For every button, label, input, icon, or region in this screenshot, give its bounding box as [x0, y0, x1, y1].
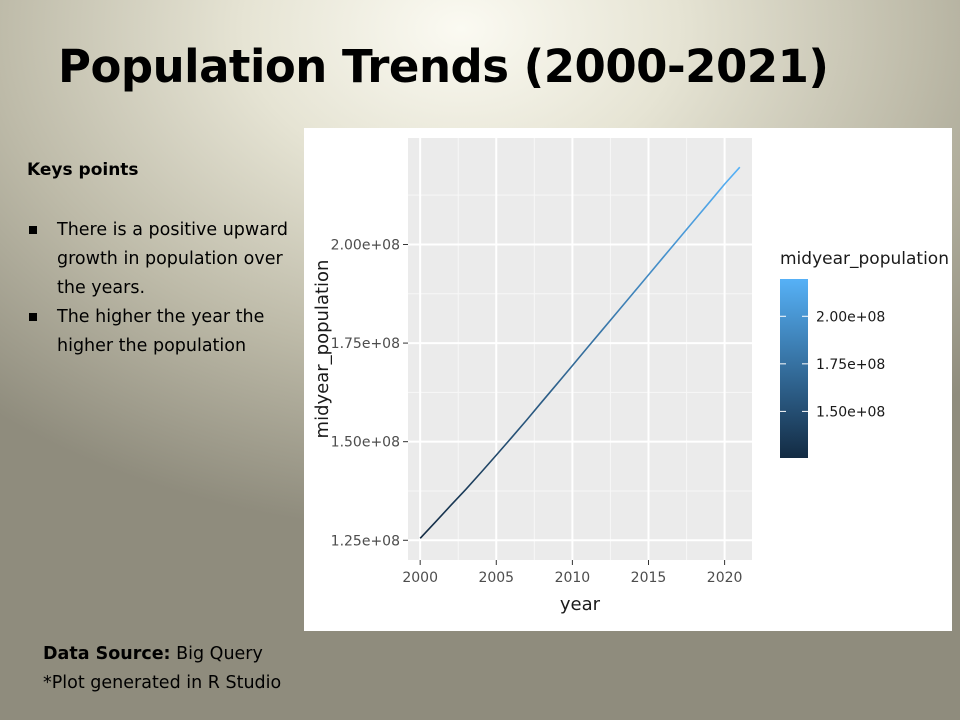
bullet-item: There is a positive upward growth in pop…	[27, 216, 297, 303]
key-points-heading: Keys points	[27, 160, 139, 180]
key-points-list: There is a positive upward growth in pop…	[27, 216, 297, 361]
chart-container: 2000 2005 2010 2015 2020 1.25e+08 1.50e+08 1.75…	[304, 128, 952, 631]
data-source-value: Big Query	[170, 644, 263, 664]
y-axis-title: midyear_population	[312, 260, 333, 439]
y-tick-label: 1.75e+08	[331, 336, 400, 352]
legend-title: midyear_population	[780, 249, 949, 269]
y-tick-label: 2.00e+08	[331, 237, 400, 253]
slide-title: Population Trends (2000-2021)	[58, 40, 829, 93]
data-source-label: Data Source:	[43, 644, 171, 664]
x-tick-label: 2020	[707, 570, 743, 586]
legend-break-label: 2.00e+08	[816, 309, 885, 325]
population-series-line	[419, 166, 741, 539]
major-gridlines	[408, 138, 752, 560]
legend-break-label: 1.75e+08	[816, 357, 885, 373]
x-tick-label: 2010	[555, 570, 591, 586]
data-source: Data Source: Big Query *Plot generated i…	[43, 640, 281, 698]
y-tick-label: 1.25e+08	[331, 533, 400, 549]
x-tick-label: 2005	[478, 570, 514, 586]
line-chart: 2000 2005 2010 2015 2020 1.25e+08 1.50e+08 1.75…	[312, 138, 949, 615]
axis-ticks: 2000 2005 2010 2015 2020 1.25e+08 1.50e+08 1.75…	[331, 237, 743, 586]
x-tick-label: 2000	[402, 570, 438, 586]
legend-colorbar	[780, 279, 808, 458]
bullet-item: The higher the year the higher the popul…	[27, 303, 297, 361]
bullet-text: The higher the year the higher the popul…	[57, 307, 265, 356]
square-bullet-icon	[29, 226, 37, 234]
x-axis-title: year	[560, 594, 601, 615]
legend-breaks: 1.50e+08 1.75e+08 2.00e+08	[780, 309, 885, 420]
x-tick-label: 2015	[631, 570, 667, 586]
plot-note: *Plot generated in R Studio	[43, 673, 282, 693]
square-bullet-icon	[29, 313, 37, 321]
minor-gridlines	[408, 138, 752, 560]
y-tick-label: 1.50e+08	[331, 435, 400, 451]
legend-break-label: 1.50e+08	[816, 404, 885, 420]
bullet-text: There is a positive upward growth in pop…	[57, 220, 288, 298]
data-source-line: Data Source: Big Query	[43, 640, 281, 669]
